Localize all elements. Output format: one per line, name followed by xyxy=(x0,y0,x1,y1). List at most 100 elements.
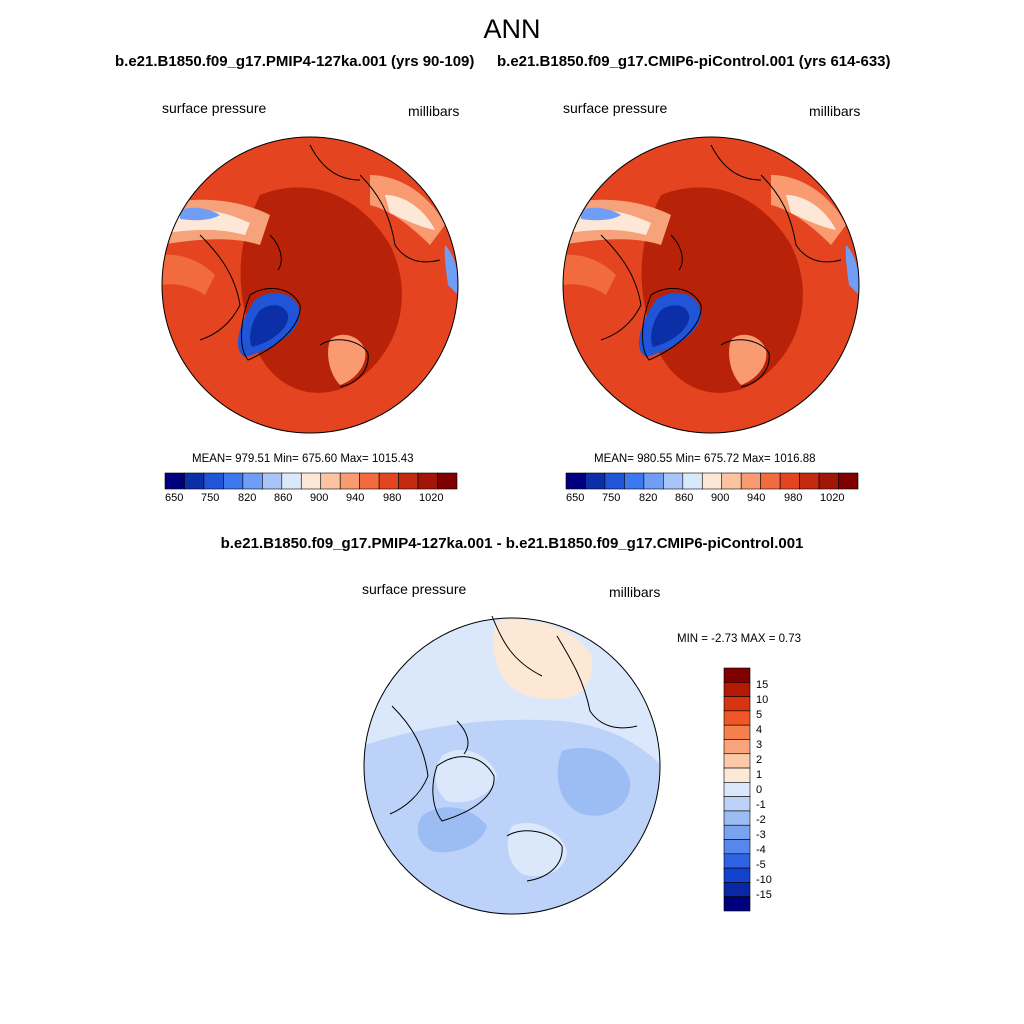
panel1-tick: 940 xyxy=(346,492,365,504)
colorbar-swatch xyxy=(203,472,224,490)
colorbar-swatch xyxy=(663,472,684,490)
panel2-map-boundary xyxy=(562,136,860,434)
panel1-blue-west xyxy=(180,207,220,221)
colorbar-swatch xyxy=(799,472,820,490)
difference-greenland-weak xyxy=(435,749,497,803)
difference-positive-region xyxy=(492,619,593,700)
colorbar-swatch xyxy=(723,896,751,912)
colorbar-swatch xyxy=(723,882,751,898)
colorbar-swatch xyxy=(643,472,664,490)
colorbar-swatch xyxy=(723,681,751,697)
panel2-case-title: b.e21.B1850.f09_g17.CMIP6-piControl.001 … xyxy=(497,53,891,70)
panel1-colorbar xyxy=(164,472,458,490)
colorbar-swatch xyxy=(723,710,751,726)
panel2-north-america-band xyxy=(563,254,616,295)
colorbar-swatch xyxy=(437,472,458,490)
colorbar-swatch xyxy=(723,782,751,797)
panel2-tick: 980 xyxy=(784,492,803,504)
colorbar-swatch xyxy=(398,472,419,490)
difference-tick: -4 xyxy=(756,844,766,856)
panel1-tick: 1020 xyxy=(419,492,444,504)
difference-tick: 4 xyxy=(756,724,763,736)
difference-negative-core-west xyxy=(417,807,487,853)
figure-title: ANN xyxy=(483,14,541,44)
colorbar-swatch xyxy=(723,824,751,840)
colorbar-swatch xyxy=(682,472,703,490)
panel1-tick: 750 xyxy=(201,492,220,504)
colorbar-swatch xyxy=(779,472,800,490)
difference-tick: 5 xyxy=(756,709,763,721)
panel2-pale-north xyxy=(786,195,836,230)
difference-tick: -3 xyxy=(756,829,766,841)
panel1-pale-north xyxy=(385,195,435,230)
panel1-tick: 900 xyxy=(310,492,329,504)
difference-map-boundary xyxy=(363,617,661,915)
panel1-stats: MEAN= 979.51 Min= 675.60 Max= 1015.43 xyxy=(192,453,414,465)
difference-tick: -15 xyxy=(756,889,772,901)
panel1-case-title: b.e21.B1850.f09_g17.PMIP4-127ka.001 (yrs… xyxy=(115,53,475,70)
colorbar-swatch xyxy=(320,472,341,490)
panel2-variable-label: surface pressure xyxy=(563,100,668,116)
difference-tick: -1 xyxy=(756,799,766,811)
colorbar-swatch xyxy=(760,472,781,490)
colorbar-swatch xyxy=(281,472,302,490)
colorbar-swatch xyxy=(723,767,751,783)
difference-tick: -10 xyxy=(756,874,772,886)
panel1-tick: 650 xyxy=(165,492,184,504)
colorbar-swatch xyxy=(359,472,380,490)
panel2-tick: 820 xyxy=(639,492,658,504)
panel2-tick: 750 xyxy=(602,492,621,504)
difference-negative-band xyxy=(364,719,660,914)
colorbar-swatch xyxy=(723,667,751,683)
colorbar-swatch xyxy=(378,472,399,490)
panel1-colorbar-ticks: 650 750 820 860 900 940 980 1020 xyxy=(165,492,457,506)
panel1-greenland-core xyxy=(250,305,289,347)
colorbar-swatch xyxy=(300,472,322,490)
colorbar-swatch xyxy=(223,472,244,490)
panel2-tick: 940 xyxy=(747,492,766,504)
panel1-tick: 820 xyxy=(238,492,257,504)
difference-coastlines xyxy=(389,615,638,882)
difference-tick: 15 xyxy=(756,679,769,691)
panel2-polar-map xyxy=(562,136,860,434)
colorbar-swatch xyxy=(242,472,263,490)
panel1-tick: 980 xyxy=(383,492,402,504)
colorbar-swatch xyxy=(838,472,859,490)
difference-tick: -2 xyxy=(756,814,766,826)
difference-variable-label: surface pressure xyxy=(362,581,467,597)
colorbar-swatch xyxy=(723,867,751,883)
panel1-coastlines xyxy=(199,144,441,388)
panel2-blue-west xyxy=(581,207,621,221)
difference-tick: 2 xyxy=(756,754,763,766)
difference-colorbar-ticks: 15 10 5 4 3 2 1 0 -1 -2 -3 -4 -5 -10 -15 xyxy=(756,673,796,913)
colorbar-swatch xyxy=(723,724,751,740)
panel1-variable-label: surface pressure xyxy=(162,100,267,116)
panel2-stats: MEAN= 980.55 Min= 675.72 Max= 1016.88 xyxy=(594,453,816,465)
panel1-tick: 860 xyxy=(274,492,293,504)
panel2-blue-east xyxy=(845,245,859,295)
colorbar-swatch xyxy=(818,472,839,490)
colorbar-swatch xyxy=(721,472,742,490)
difference-colorbar xyxy=(723,667,751,912)
colorbar-swatch xyxy=(723,796,751,812)
panel2-arctic-high xyxy=(641,187,803,393)
panel1-blue-east xyxy=(444,245,458,295)
panel1-scandinavia-high xyxy=(328,334,366,385)
panel2-colorbar xyxy=(565,472,859,490)
difference-tick: 1 xyxy=(756,769,763,781)
colorbar-swatch xyxy=(417,472,438,490)
panel1-arctic-high xyxy=(240,187,402,393)
difference-tick: -5 xyxy=(756,859,766,871)
colorbar-swatch xyxy=(339,472,360,490)
panel1-polar-map xyxy=(161,136,459,434)
colorbar-swatch xyxy=(624,472,645,490)
difference-units-label: millibars xyxy=(609,584,661,600)
colorbar-swatch xyxy=(723,853,751,869)
colorbar-swatch xyxy=(585,472,606,490)
colorbar-swatch xyxy=(723,839,751,855)
colorbar-swatch xyxy=(262,472,283,490)
panel2-scandinavia-high xyxy=(729,334,767,385)
panel2-coastlines xyxy=(600,144,842,388)
difference-title: b.e21.B1850.f09_g17.PMIP4-127ka.001 - b.… xyxy=(220,535,804,552)
panel1-units-label: millibars xyxy=(408,103,460,119)
